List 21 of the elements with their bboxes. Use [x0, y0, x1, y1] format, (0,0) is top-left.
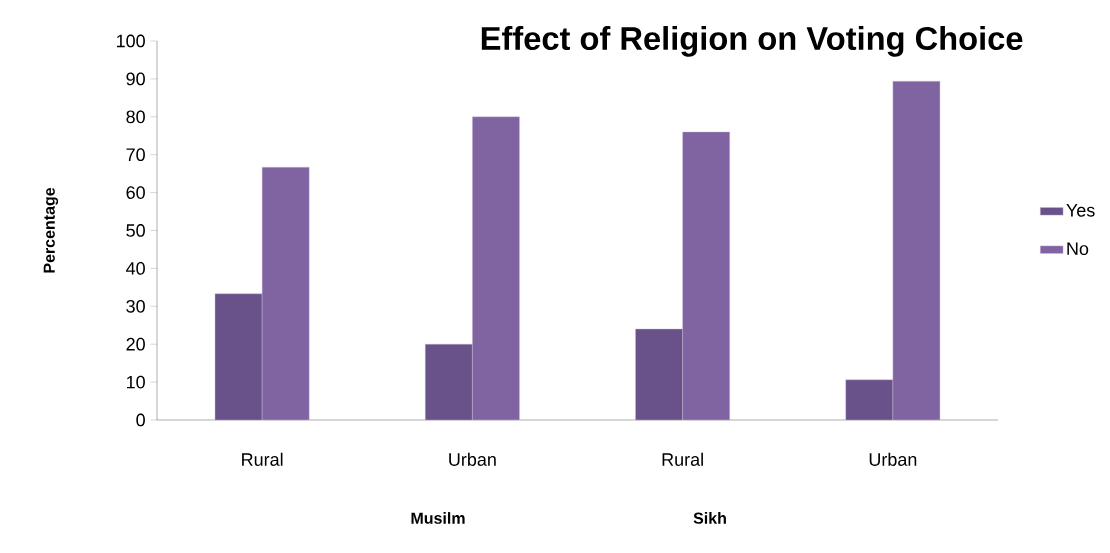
y-tick-label: 80 [126, 110, 145, 124]
y-tick-label: 30 [126, 299, 145, 313]
y-tick-label: 50 [126, 224, 145, 237]
y-tick-label: 40 [126, 262, 145, 275]
x-tick-label: Urban [869, 452, 917, 466]
legend-label: No [1067, 242, 1089, 256]
y-tick-label: 0 [136, 413, 145, 427]
text: Musilm [411, 512, 465, 524]
y-tick-label: 60 [126, 186, 145, 199]
legend-label: Yes [1066, 204, 1095, 217]
y-axis-title: Percentage [43, 187, 59, 273]
text: Sikh [693, 512, 726, 524]
chart-title: Effect of Religion on Voting Choice [481, 26, 1023, 57]
x-tick-label: Urban [449, 452, 496, 466]
x-tick-label: Rural [662, 452, 703, 466]
x-tick-label: Rural [242, 452, 283, 466]
y-tick-label: 90 [126, 72, 145, 86]
y-tick-label: 70 [126, 148, 145, 162]
y-tick-label: 10 [126, 375, 145, 389]
y-tick-label: 20 [126, 337, 145, 351]
y-tick-label: 100 [116, 34, 145, 48]
